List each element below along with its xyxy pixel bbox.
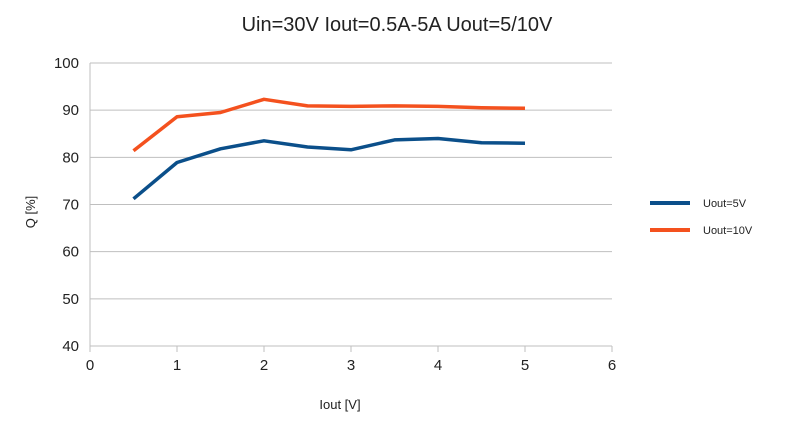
series-line-2: [132, 97, 526, 153]
tick-labels: 40 50 60 70 80 90 100 0 1 2 3 4 5 6: [54, 55, 616, 374]
series-lines: [132, 97, 526, 201]
gridlines: [89, 62, 613, 352]
x-tick-label: 2: [260, 357, 268, 374]
y-tick-label: 70: [62, 197, 79, 214]
series-line-1: [132, 136, 526, 201]
x-tick-label: 0: [86, 357, 94, 374]
legend-label: Uout=10V: [703, 225, 753, 237]
x-tick-label: 3: [347, 357, 355, 374]
y-tick-label: 40: [62, 338, 79, 355]
chart-title: Uin=30V Iout=0.5A-5A Uout=5/10V: [242, 14, 553, 36]
x-tick-label: 4: [434, 357, 442, 374]
y-axis-label: Q [%]: [23, 196, 38, 229]
legend-label: Uout=5V: [703, 198, 747, 210]
y-tick-label: 80: [62, 149, 79, 166]
y-tick-label: 60: [62, 244, 79, 261]
legend: Uout=5V Uout=10V: [650, 198, 753, 237]
x-tick-label: 5: [521, 357, 529, 374]
y-tick-label: 50: [62, 291, 79, 308]
x-tick-label: 6: [608, 357, 616, 374]
x-tick-label: 1: [173, 357, 181, 374]
y-tick-label: 90: [62, 102, 79, 119]
x-axis-label: Iout [V]: [319, 397, 360, 412]
y-tick-label: 100: [54, 55, 79, 72]
